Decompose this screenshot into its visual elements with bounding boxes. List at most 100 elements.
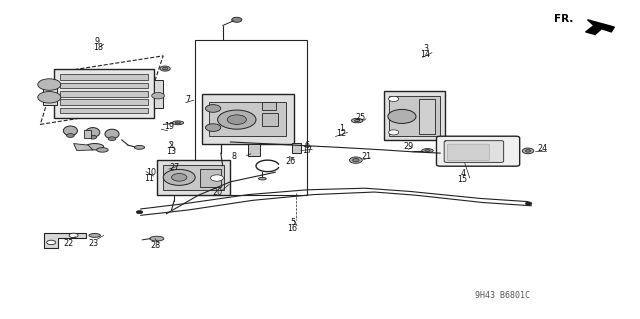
Bar [262,113,278,126]
Bar [154,80,163,108]
Ellipse shape [175,122,180,124]
Ellipse shape [150,236,164,241]
Text: 10: 10 [146,168,156,177]
Text: 9: 9 [95,37,100,46]
Bar [157,160,230,195]
Circle shape [136,211,143,214]
Circle shape [163,169,195,185]
Circle shape [227,115,246,124]
Circle shape [67,134,74,137]
Ellipse shape [355,119,360,122]
Ellipse shape [351,118,363,123]
Bar [248,144,260,156]
Text: 22: 22 [63,239,74,248]
Ellipse shape [186,182,192,184]
Text: 11: 11 [144,174,154,183]
Ellipse shape [89,234,100,237]
Bar [195,40,307,195]
Ellipse shape [86,144,104,150]
Circle shape [211,175,223,181]
Text: 9H43 B6801C: 9H43 B6801C [475,291,530,300]
Polygon shape [74,144,93,151]
Bar [216,165,228,172]
Circle shape [522,148,534,154]
Bar [84,130,91,138]
Bar [262,102,276,110]
Circle shape [152,93,164,99]
Text: 14: 14 [420,50,431,59]
Ellipse shape [425,150,430,152]
Bar [60,99,148,105]
Bar [209,102,286,136]
Bar [389,96,440,136]
Circle shape [38,79,61,90]
Bar [60,108,148,113]
Ellipse shape [105,129,119,139]
Ellipse shape [63,126,77,136]
Text: FR.: FR. [554,13,573,24]
Text: 16: 16 [287,224,298,233]
Text: 26: 26 [285,157,296,166]
Circle shape [218,110,256,129]
Text: 1: 1 [339,124,344,133]
Circle shape [160,66,170,71]
Circle shape [525,202,532,205]
Ellipse shape [134,145,145,149]
Bar [60,83,148,88]
Ellipse shape [86,128,100,137]
Text: 13: 13 [166,147,177,156]
Bar [54,69,154,118]
Bar [200,169,221,187]
Circle shape [163,67,168,70]
Text: 8: 8 [232,152,237,161]
Text: 4: 4 [461,169,466,178]
Bar [419,99,435,134]
Circle shape [353,159,359,162]
Text: 25: 25 [356,113,366,122]
Ellipse shape [172,121,184,125]
Circle shape [38,92,61,103]
Circle shape [205,124,221,131]
Text: 19: 19 [164,122,174,131]
Text: 17: 17 [302,146,312,155]
Polygon shape [586,20,614,34]
Ellipse shape [97,148,108,152]
Text: 27: 27 [169,163,179,172]
Circle shape [525,150,531,152]
Text: 18: 18 [93,43,103,52]
Circle shape [388,109,416,123]
Ellipse shape [422,149,433,152]
Circle shape [388,130,399,135]
Circle shape [108,137,116,141]
Text: 7: 7 [186,95,191,104]
Bar [43,81,57,105]
Bar [384,91,445,140]
Text: 3: 3 [424,44,429,53]
Text: 23: 23 [88,239,99,248]
Text: 2: 2 [168,141,173,150]
Text: 20: 20 [212,188,223,197]
Circle shape [47,240,56,245]
Text: 12: 12 [337,130,347,138]
Bar [60,91,148,97]
Text: 5: 5 [290,218,295,227]
FancyBboxPatch shape [444,141,504,162]
Text: 15: 15 [457,175,467,184]
Text: 24: 24 [538,144,548,153]
Circle shape [89,135,97,139]
Circle shape [205,105,221,112]
Circle shape [172,174,187,181]
Bar [193,175,205,185]
Bar [292,143,301,153]
Circle shape [349,157,362,163]
Circle shape [388,96,399,101]
Polygon shape [40,56,163,124]
Text: 6: 6 [305,141,310,150]
Circle shape [232,17,242,22]
Text: 28: 28 [150,241,161,250]
FancyBboxPatch shape [447,144,490,160]
Text: 29: 29 [403,142,413,151]
Bar [163,165,224,190]
Circle shape [69,233,78,238]
Text: 21: 21 [362,152,372,161]
